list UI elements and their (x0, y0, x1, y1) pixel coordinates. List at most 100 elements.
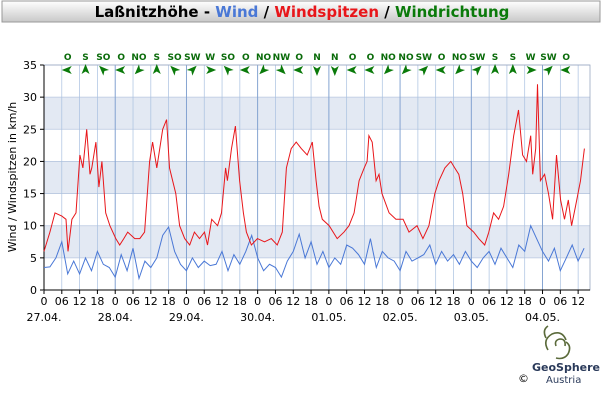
x-tick-label: 0 (41, 295, 48, 308)
x-tick-label: 12 (429, 295, 443, 308)
direction-arrow (206, 66, 217, 74)
direction-label: SW (184, 53, 200, 63)
direction-label: NO (452, 53, 468, 63)
x-tick-label: 06 (340, 295, 354, 308)
direction-arrow (152, 64, 161, 74)
direction-label: S (82, 53, 88, 63)
direction-label: NO (381, 53, 397, 63)
x-tick-label: 18 (447, 295, 461, 308)
direction-arrow (170, 65, 181, 76)
x-tick-label: 0 (468, 295, 475, 308)
y-tick-label: 5 (30, 252, 37, 265)
x-tick-label: 06 (482, 295, 496, 308)
x-tick-label: 06 (411, 295, 425, 308)
x-tick-label: 12 (571, 295, 585, 308)
x-tick-label: 12 (215, 295, 229, 308)
series-line (43, 224, 585, 281)
direction-arrow (383, 64, 394, 75)
date-label: 29.04. (169, 311, 204, 324)
y-tick-label: 30 (23, 91, 37, 104)
direction-arrow (293, 66, 304, 74)
title-separator: / (258, 3, 274, 21)
direction-label: S (154, 53, 160, 63)
direction-label: NW (273, 53, 291, 63)
direction-label: NO (131, 53, 147, 63)
x-tick-label: 18 (375, 295, 389, 308)
direction-label: SW (469, 53, 485, 63)
direction-label: O (242, 53, 250, 63)
direction-label: NO (256, 53, 272, 63)
direction-label: O (117, 53, 125, 63)
direction-arrow (115, 66, 126, 74)
x-tick-label: 0 (539, 295, 546, 308)
title-separator: / (379, 3, 395, 21)
logo-icon (543, 325, 571, 360)
x-tick-label: 0 (325, 295, 332, 308)
direction-label: S (510, 53, 516, 63)
direction-label: O (562, 53, 570, 63)
x-tick-label: 0 (112, 295, 119, 308)
logo-name: GeoSphere (532, 361, 600, 374)
x-tick-label: 0 (397, 295, 404, 308)
direction-arrow (346, 66, 357, 74)
direction-arrow (186, 65, 197, 76)
direction-label: O (438, 53, 446, 63)
direction-label: SO (167, 53, 181, 63)
logo: GeoSphere Austria © (518, 325, 600, 386)
date-label: 03.05. (454, 311, 489, 324)
direction-label: O (367, 53, 375, 63)
date-label: 27.04. (27, 311, 62, 324)
x-tick-label: 0 (254, 295, 261, 308)
x-tick-label: 18 (90, 295, 104, 308)
direction-label: SO (221, 53, 235, 63)
direction-label: NO (398, 53, 414, 63)
x-tick-label: 18 (304, 295, 318, 308)
direction-label: O (349, 53, 357, 63)
direction-arrow (259, 64, 270, 75)
date-label: 02.05. (383, 311, 418, 324)
y-tick-label: 15 (23, 188, 37, 201)
x-tick-label: 12 (286, 295, 300, 308)
direction-label: SW (416, 53, 432, 63)
x-tick-label: 06 (197, 295, 211, 308)
direction-arrow (61, 66, 72, 74)
direction-label: W (205, 53, 215, 63)
series-line (43, 84, 585, 252)
direction-arrow (275, 64, 286, 75)
x-tick-label: 12 (357, 295, 371, 308)
title-bar (1, 0, 601, 23)
x-tick-label: 12 (500, 295, 514, 308)
direction-arrow (239, 66, 250, 74)
y-tick-label: 35 (23, 59, 37, 72)
direction-arrow (223, 65, 234, 76)
x-tick-label: 18 (233, 295, 247, 308)
direction-arrow (455, 64, 466, 75)
direction-arrow (99, 65, 110, 76)
y-tick-label: 10 (23, 220, 37, 233)
direction-arrow (526, 66, 537, 74)
direction-arrow (81, 64, 90, 74)
date-label: 01.05. (311, 311, 346, 324)
chart-title: Laßnitzhöhe - Wind / Windspitzen / Windr… (95, 3, 510, 21)
direction-label: O (64, 53, 72, 63)
x-tick-label: 12 (144, 295, 158, 308)
date-label: 30.04. (240, 311, 275, 324)
x-tick-label: 12 (73, 295, 87, 308)
direction-label: S (492, 53, 498, 63)
direction-arrow (134, 64, 145, 75)
y-axis-label: Wind / Windspitzen in km/h (6, 102, 19, 252)
grid-band (44, 97, 590, 130)
y-tick-label: 25 (23, 123, 37, 136)
direction-label: W (526, 53, 536, 63)
direction-arrow (401, 64, 412, 75)
y-tick-label: 20 (23, 155, 37, 168)
direction-arrow (491, 64, 500, 74)
title-gusts: Windspitzen (274, 3, 379, 21)
direction-label: SO (96, 53, 110, 63)
x-tick-label: 06 (126, 295, 140, 308)
direction-arrow (560, 66, 571, 74)
direction-arrow (330, 66, 339, 76)
direction-arrow (435, 66, 446, 74)
x-tick-label: 18 (162, 295, 176, 308)
